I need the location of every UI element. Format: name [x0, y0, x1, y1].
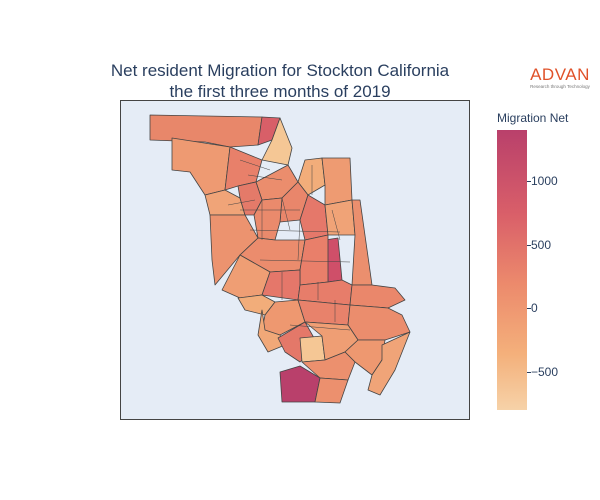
- colorbar-tick-mark: [527, 244, 531, 246]
- colorbar-tick-mark: [527, 371, 531, 373]
- colorbar-tick-label: 500: [531, 237, 552, 252]
- tract-sw-2: [314, 377, 349, 404]
- tract-south-3: [347, 304, 411, 341]
- colorbar-tick-label: 0: [531, 301, 538, 316]
- tract-ne-strip: [261, 117, 293, 166]
- tract-grid-lines: [227, 159, 351, 331]
- tract-light-1: [299, 335, 326, 363]
- tract-east-2: [324, 199, 356, 236]
- tract-east-strip: [351, 199, 373, 286]
- tract-nw-top: [149, 114, 263, 148]
- tract-mid-east: [349, 284, 406, 309]
- tract-east-n2: [321, 157, 353, 206]
- colorbar-tick-mark: [527, 180, 531, 182]
- map-title-line-2: the first three months of 2019: [169, 82, 391, 101]
- advan-logo: ADVAN Research through Technology: [525, 66, 595, 90]
- logo-tagline: Research through Technology: [530, 84, 590, 89]
- tract-se-strip: [367, 331, 411, 396]
- colorbar-title: Migration Net: [497, 111, 569, 125]
- tract-west-1: [171, 137, 231, 196]
- map-title: Net resident Migration for Stockton Cali…: [40, 60, 520, 102]
- logo-wordmark: ADVAN: [530, 65, 590, 84]
- colorbar: [497, 130, 527, 410]
- map-title-line-1: Net resident Migration for Stockton Cali…: [110, 61, 450, 80]
- colorbar-tick-label: −500: [531, 364, 559, 379]
- tract-center-4: [299, 234, 329, 286]
- colorbar-tick-label: 1000: [531, 173, 558, 188]
- colorbar-tick-mark: [527, 308, 531, 310]
